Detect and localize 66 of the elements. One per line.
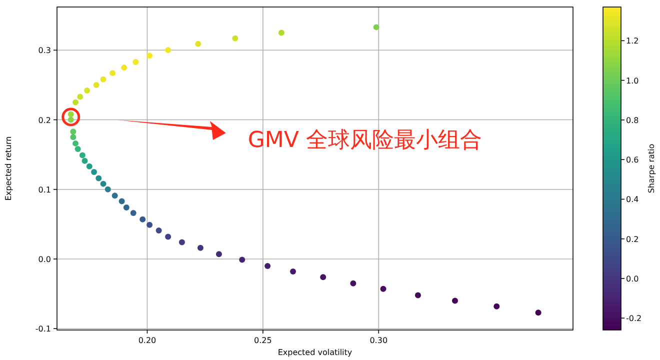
point — [104, 186, 111, 192]
point — [130, 210, 136, 216]
point — [380, 286, 386, 292]
point — [278, 30, 284, 36]
point — [178, 239, 185, 246]
point — [112, 192, 118, 199]
point — [72, 140, 79, 146]
point — [100, 180, 106, 187]
point — [100, 76, 106, 82]
y-axis-title: Expected return — [4, 136, 13, 201]
color-bar-label: 0.8 — [626, 116, 639, 125]
annotation: GMV 全球风险最小组合 — [248, 128, 482, 153]
point — [110, 70, 116, 76]
point — [123, 204, 130, 210]
color-bar-label: 0.6 — [626, 156, 639, 165]
y-tick-label: 0.0 — [38, 254, 51, 264]
point — [452, 298, 458, 304]
point — [118, 198, 125, 204]
x-tick-label: 0.25 — [254, 336, 272, 345]
y-tick-label: 0.2 — [38, 116, 51, 125]
x-tick-label: 0.20 — [138, 336, 156, 345]
point — [82, 158, 88, 164]
point — [195, 40, 202, 47]
point — [146, 52, 153, 59]
color-bar-label: 0.0 — [626, 274, 639, 284]
point — [77, 94, 84, 100]
point — [290, 268, 296, 275]
point — [93, 82, 100, 88]
point — [70, 134, 76, 140]
color-bar-label: -0.2 — [626, 314, 642, 324]
point — [86, 163, 92, 170]
point — [216, 251, 222, 258]
y-tick-label: 0.3 — [38, 46, 51, 56]
point — [96, 175, 102, 182]
point — [132, 58, 139, 65]
point — [121, 64, 128, 71]
point — [350, 280, 356, 286]
point — [535, 310, 542, 316]
point — [156, 227, 162, 234]
point — [320, 274, 326, 280]
point — [373, 24, 380, 30]
point — [91, 168, 98, 175]
y-tick-label: 0.1 — [38, 185, 51, 194]
point — [70, 128, 76, 135]
color-bar-label: 1.0 — [626, 76, 639, 86]
color-bar-label: 0.2 — [626, 234, 639, 244]
point — [84, 88, 90, 94]
x-axis-title: Expected volatility — [278, 348, 352, 357]
point — [264, 262, 271, 269]
color-bar-label: 1.2 — [626, 36, 639, 46]
y-tick-label: -0.1 — [35, 324, 51, 334]
point — [165, 234, 172, 240]
point — [72, 99, 79, 106]
point — [232, 35, 238, 42]
point — [414, 292, 421, 298]
point — [79, 152, 86, 158]
color-bar-title: Sharpe ratio — [647, 144, 656, 194]
x-tick-label: 0.30 — [370, 336, 388, 345]
point — [165, 47, 172, 54]
point — [197, 244, 204, 251]
point — [74, 146, 81, 152]
point — [140, 216, 146, 222]
point — [239, 256, 246, 263]
point — [494, 303, 500, 310]
point — [146, 222, 153, 228]
color-bar-label: 0.4 — [626, 195, 639, 204]
